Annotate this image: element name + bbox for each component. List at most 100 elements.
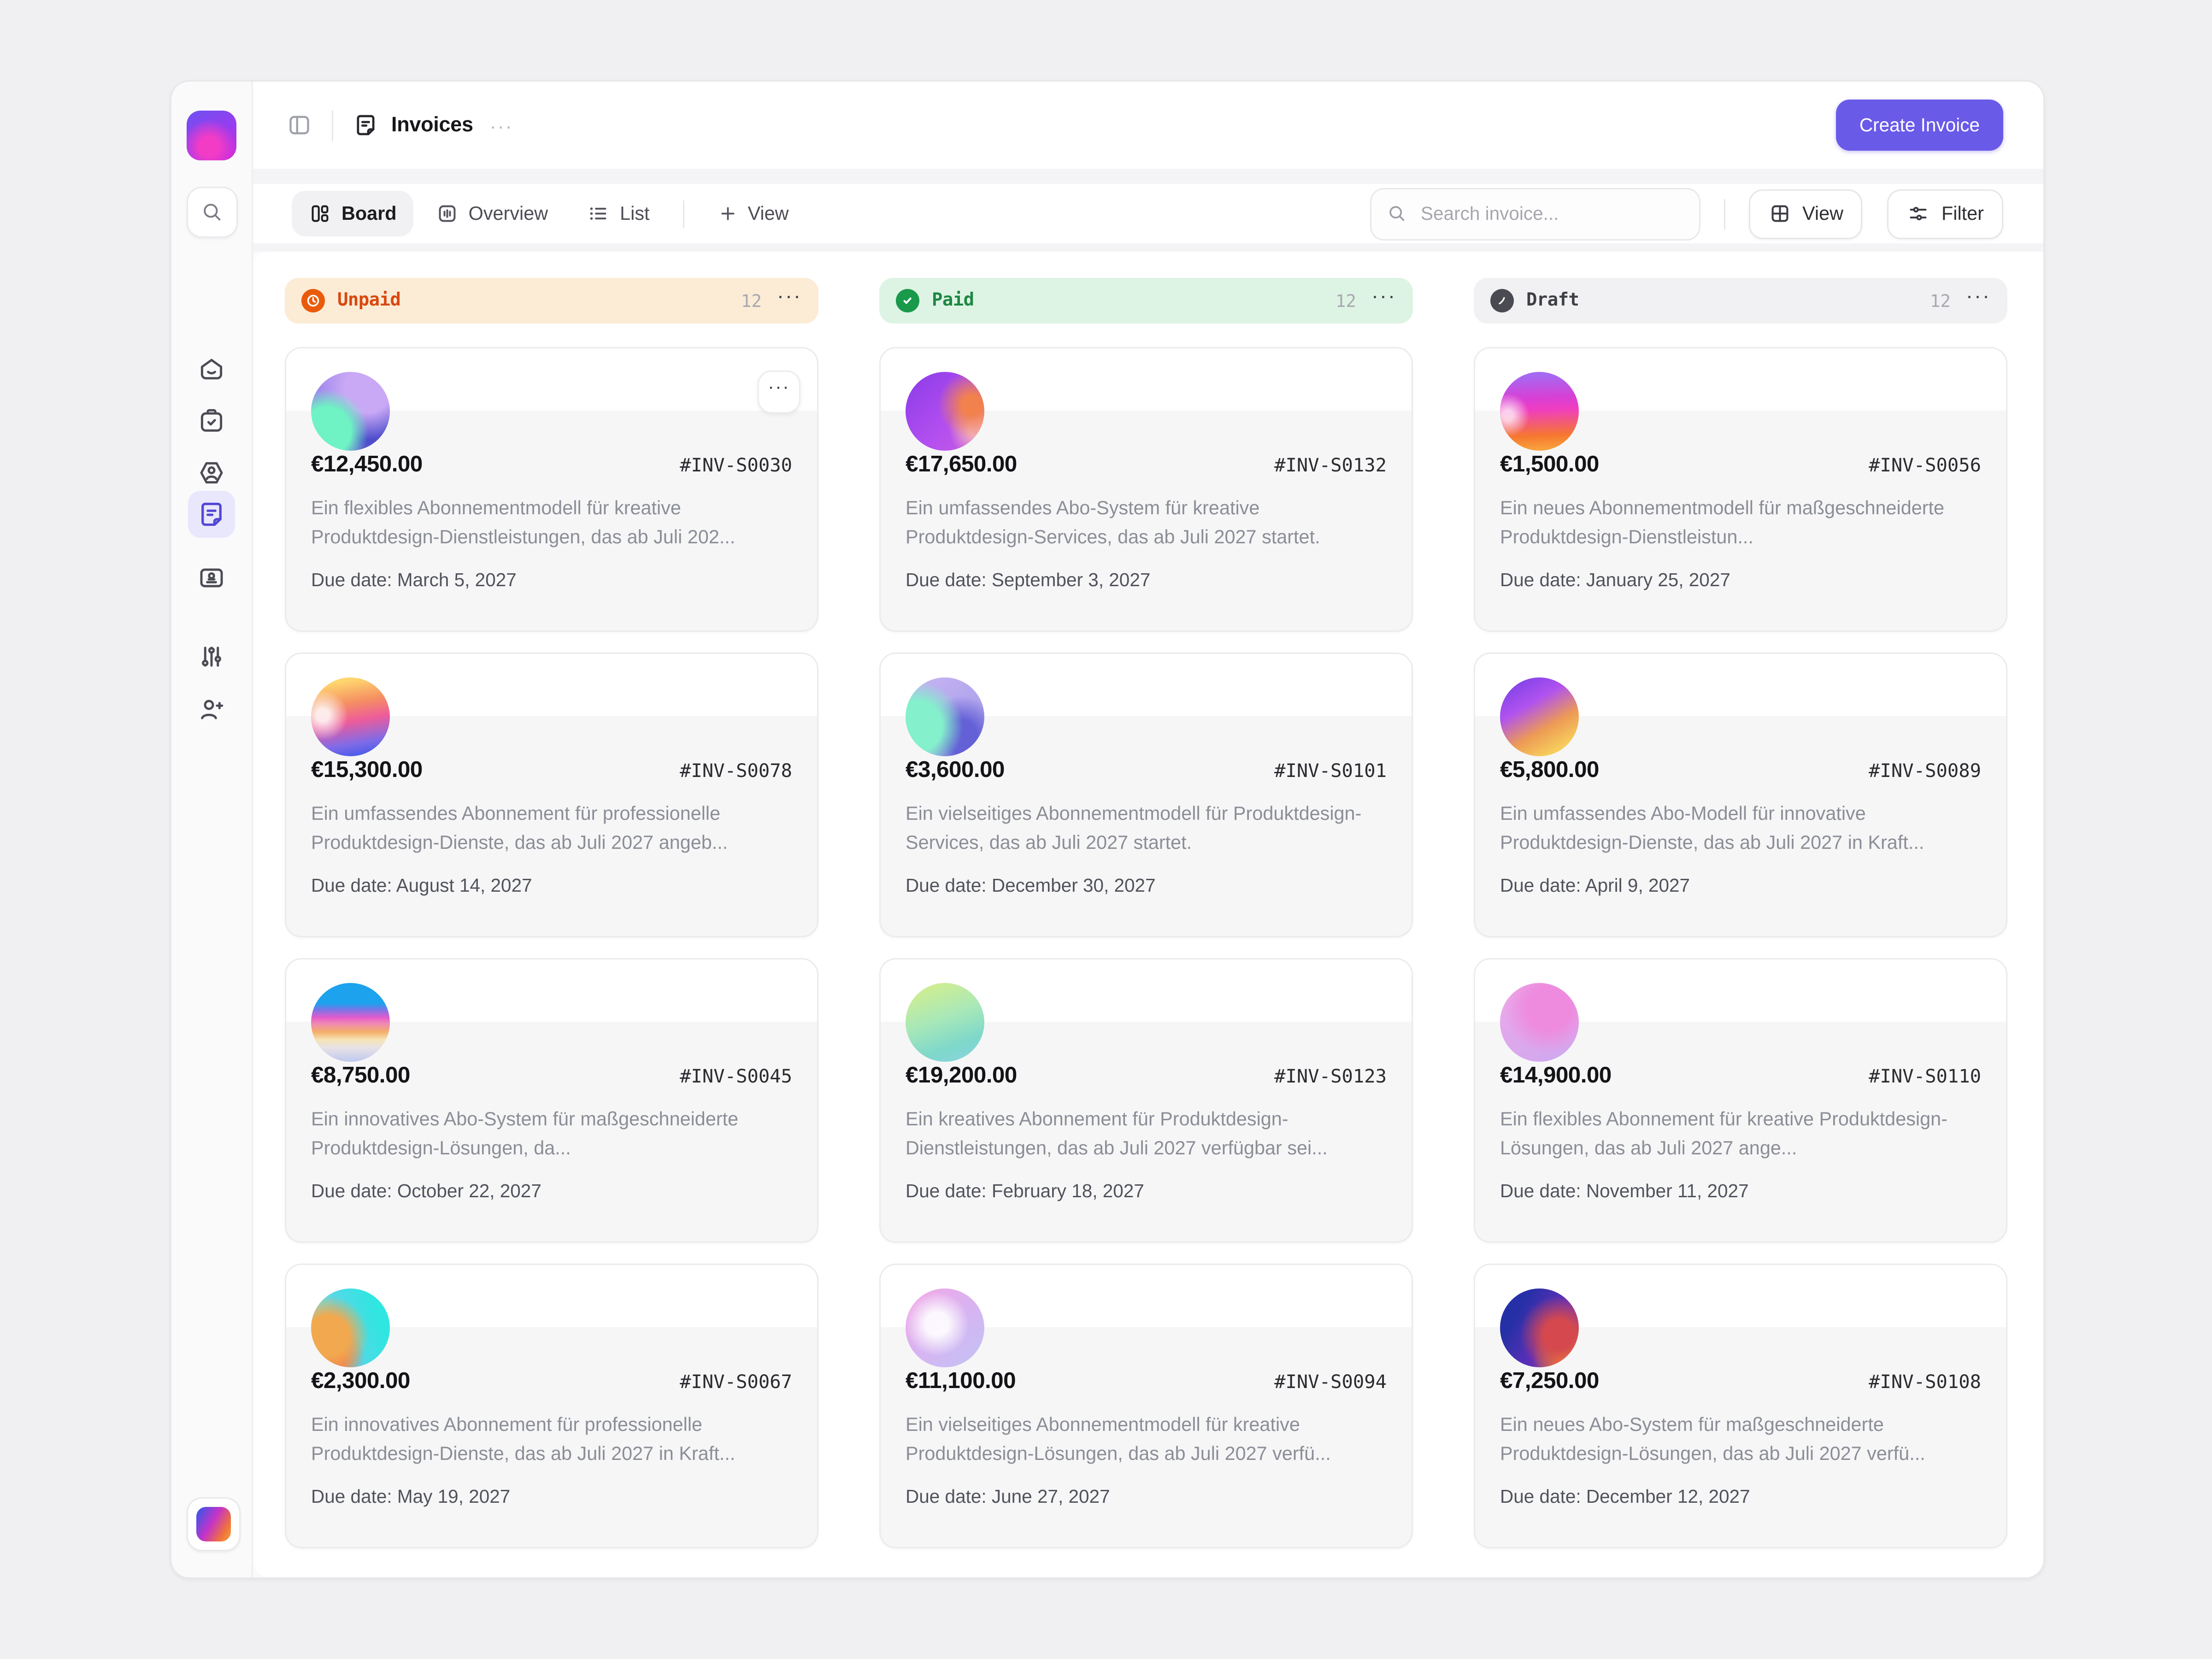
collapse-sidebar-button[interactable] [286, 112, 312, 138]
invoice-card[interactable]: ··· €12,450.00 #INV-S0030 Ein flexibles … [285, 347, 818, 632]
sidebar-item-invoices[interactable] [188, 491, 235, 538]
search-icon [1386, 203, 1407, 224]
invoice-due-date: Due date: January 25, 2027 [1500, 570, 1730, 590]
app-logo[interactable] [187, 111, 236, 160]
filter-sliders-icon [1907, 202, 1930, 225]
main-content: Invoices ··· Create Invoice Board [253, 82, 2043, 1577]
invoice-avatar [311, 677, 390, 756]
tab-board[interactable]: Board [292, 191, 413, 236]
invoice-description: Ein umfassendes Abo-Modell für innovativ… [1500, 803, 1924, 853]
invoice-id: #INV-S0067 [680, 1371, 792, 1394]
toolbar-separator [1724, 198, 1725, 229]
add-view-label: View [747, 203, 789, 224]
invoice-card[interactable]: €1,500.00 #INV-S0056 Ein neues Abonnemen… [1474, 347, 2007, 632]
invoice-card[interactable]: €5,800.00 #INV-S0089 Ein umfassendes Abo… [1474, 653, 2007, 937]
sidebar-item-settings[interactable] [196, 641, 227, 672]
invoice-due-date: Due date: September 3, 2027 [906, 570, 1151, 590]
invoice-card[interactable]: €11,100.00 #INV-S0094 Ein vielseitiges A… [879, 1264, 1413, 1548]
tab-separator [682, 200, 684, 228]
invoice-avatar [1500, 372, 1579, 451]
invoice-amount: €17,650.00 [906, 452, 1017, 477]
view-toolbar: Board Overview Lis [253, 184, 2043, 243]
invoice-card[interactable]: €15,300.00 #INV-S0078 Ein umfassendes Ab… [285, 653, 818, 937]
invoice-card[interactable]: €17,650.00 #INV-S0132 Ein umfassendes Ab… [879, 347, 1413, 632]
view-options-button[interactable]: View [1748, 188, 1863, 239]
invoice-id: #INV-S0045 [680, 1066, 792, 1088]
invoice-due-date: Due date: April 9, 2027 [1500, 875, 1690, 896]
invoice-board: Unpaid 12 ··· ··· €12,450.00 [253, 252, 2043, 1577]
paid-check-icon [896, 289, 919, 312]
invoice-amount: €8,750.00 [311, 1063, 410, 1088]
page-title-more-button[interactable]: ··· [489, 114, 513, 136]
column-count: 12 [1930, 290, 1951, 311]
invoice-description: Ein innovatives Abonnement für professio… [311, 1414, 735, 1464]
invoice-description: Ein umfassendes Abonnement für professio… [311, 803, 728, 853]
invoice-id: #INV-S0030 [680, 455, 792, 477]
board-icon [308, 202, 332, 225]
search-invoice-input[interactable] [1418, 202, 1684, 225]
invoice-card[interactable]: €7,250.00 #INV-S0108 Ein neues Abo-Syste… [1474, 1264, 2007, 1548]
invite-user-icon [196, 694, 227, 724]
column-menu-button[interactable]: ··· [774, 286, 802, 312]
filter-button[interactable]: Filter [1887, 188, 2003, 239]
sidebar-item-tasks[interactable] [196, 406, 227, 437]
invoice-avatar [1500, 677, 1579, 756]
invoice-amount: €11,100.00 [906, 1369, 1016, 1394]
unpaid-clock-icon [301, 289, 325, 312]
column-header-unpaid: Unpaid 12 ··· [285, 278, 818, 324]
invoice-id: #INV-S0078 [680, 760, 792, 782]
toolbar-gap [253, 243, 2043, 252]
invoice-description: Ein vielseitiges Abonnementmodell für kr… [906, 1414, 1331, 1464]
workspace-logo-button[interactable] [187, 1497, 241, 1551]
invoice-due-date: Due date: February 18, 2027 [906, 1181, 1144, 1201]
create-invoice-button[interactable]: Create Invoice [1835, 100, 2003, 151]
invoice-description: Ein vielseitiges Abonnementmodell für Pr… [906, 803, 1362, 853]
invoice-due-date: Due date: November 11, 2027 [1500, 1181, 1749, 1201]
invoice-id: #INV-S0110 [1869, 1066, 1981, 1088]
search-icon [200, 200, 224, 224]
invoice-description: Ein flexibles Abonnement für kreative Pr… [1500, 1109, 1947, 1159]
sidebar-item-contacts[interactable] [196, 458, 227, 488]
invoice-doc-icon [353, 112, 379, 138]
column-count: 12 [741, 290, 762, 311]
card-list: €1,500.00 #INV-S0056 Ein neues Abonnemen… [1474, 347, 2007, 1548]
sidebar-item-home[interactable] [196, 354, 227, 384]
invoices-icon [196, 499, 227, 529]
invoice-due-date: Due date: December 30, 2027 [906, 875, 1156, 896]
invoice-card[interactable]: €19,200.00 #INV-S0123 Ein kreatives Abon… [879, 958, 1413, 1243]
invoice-description: Ein neues Abonnementmodell für maßgeschn… [1500, 498, 1945, 547]
list-icon [587, 202, 610, 225]
settings-sliders-icon [196, 641, 227, 672]
sidebar-item-billing[interactable] [196, 563, 227, 593]
card-menu-button[interactable]: ··· [758, 371, 800, 413]
invoice-card[interactable]: €3,600.00 #INV-S0101 Ein vielseitiges Ab… [879, 653, 1413, 937]
invoice-card[interactable]: €8,750.00 #INV-S0045 Ein innovatives Abo… [285, 958, 818, 1243]
invoice-card[interactable]: €2,300.00 #INV-S0067 Ein innovatives Abo… [285, 1264, 818, 1548]
tab-overview-label: Overview [468, 203, 548, 224]
invoice-amount: €5,800.00 [1500, 758, 1599, 782]
column-header-paid: Paid 12 ··· [879, 278, 1413, 324]
app-window: Invoices ··· Create Invoice Board [170, 80, 2045, 1579]
add-view-button[interactable]: View [701, 191, 806, 236]
draft-pen-icon [1490, 289, 1514, 312]
column-menu-button[interactable]: ··· [1369, 286, 1396, 312]
column-label: Unpaid [337, 290, 401, 311]
invoice-amount: €2,300.00 [311, 1369, 410, 1394]
invoice-amount: €15,300.00 [311, 758, 423, 782]
panel-left-icon [286, 112, 312, 138]
invoice-card[interactable]: €14,900.00 #INV-S0110 Ein flexibles Abon… [1474, 958, 2007, 1243]
invoice-amount: €14,900.00 [1500, 1063, 1612, 1088]
column-menu-button[interactable]: ··· [1963, 286, 1991, 312]
invoice-avatar [1500, 983, 1579, 1062]
invoice-due-date: Due date: August 14, 2027 [311, 875, 532, 896]
sidebar-item-invite[interactable] [196, 694, 227, 724]
tab-list[interactable]: List [570, 191, 666, 236]
page-title: Invoices [391, 113, 473, 137]
invoice-description: Ein flexibles Abonnementmodell für kreat… [311, 498, 735, 547]
invoice-description: Ein innovatives Abo-System für maßgeschn… [311, 1109, 739, 1159]
tab-overview[interactable]: Overview [419, 191, 565, 236]
sidebar-search-button[interactable] [187, 187, 238, 238]
header-divider [332, 110, 333, 141]
card-list: €17,650.00 #INV-S0132 Ein umfassendes Ab… [879, 347, 1413, 1548]
invoice-search[interactable] [1370, 187, 1700, 240]
